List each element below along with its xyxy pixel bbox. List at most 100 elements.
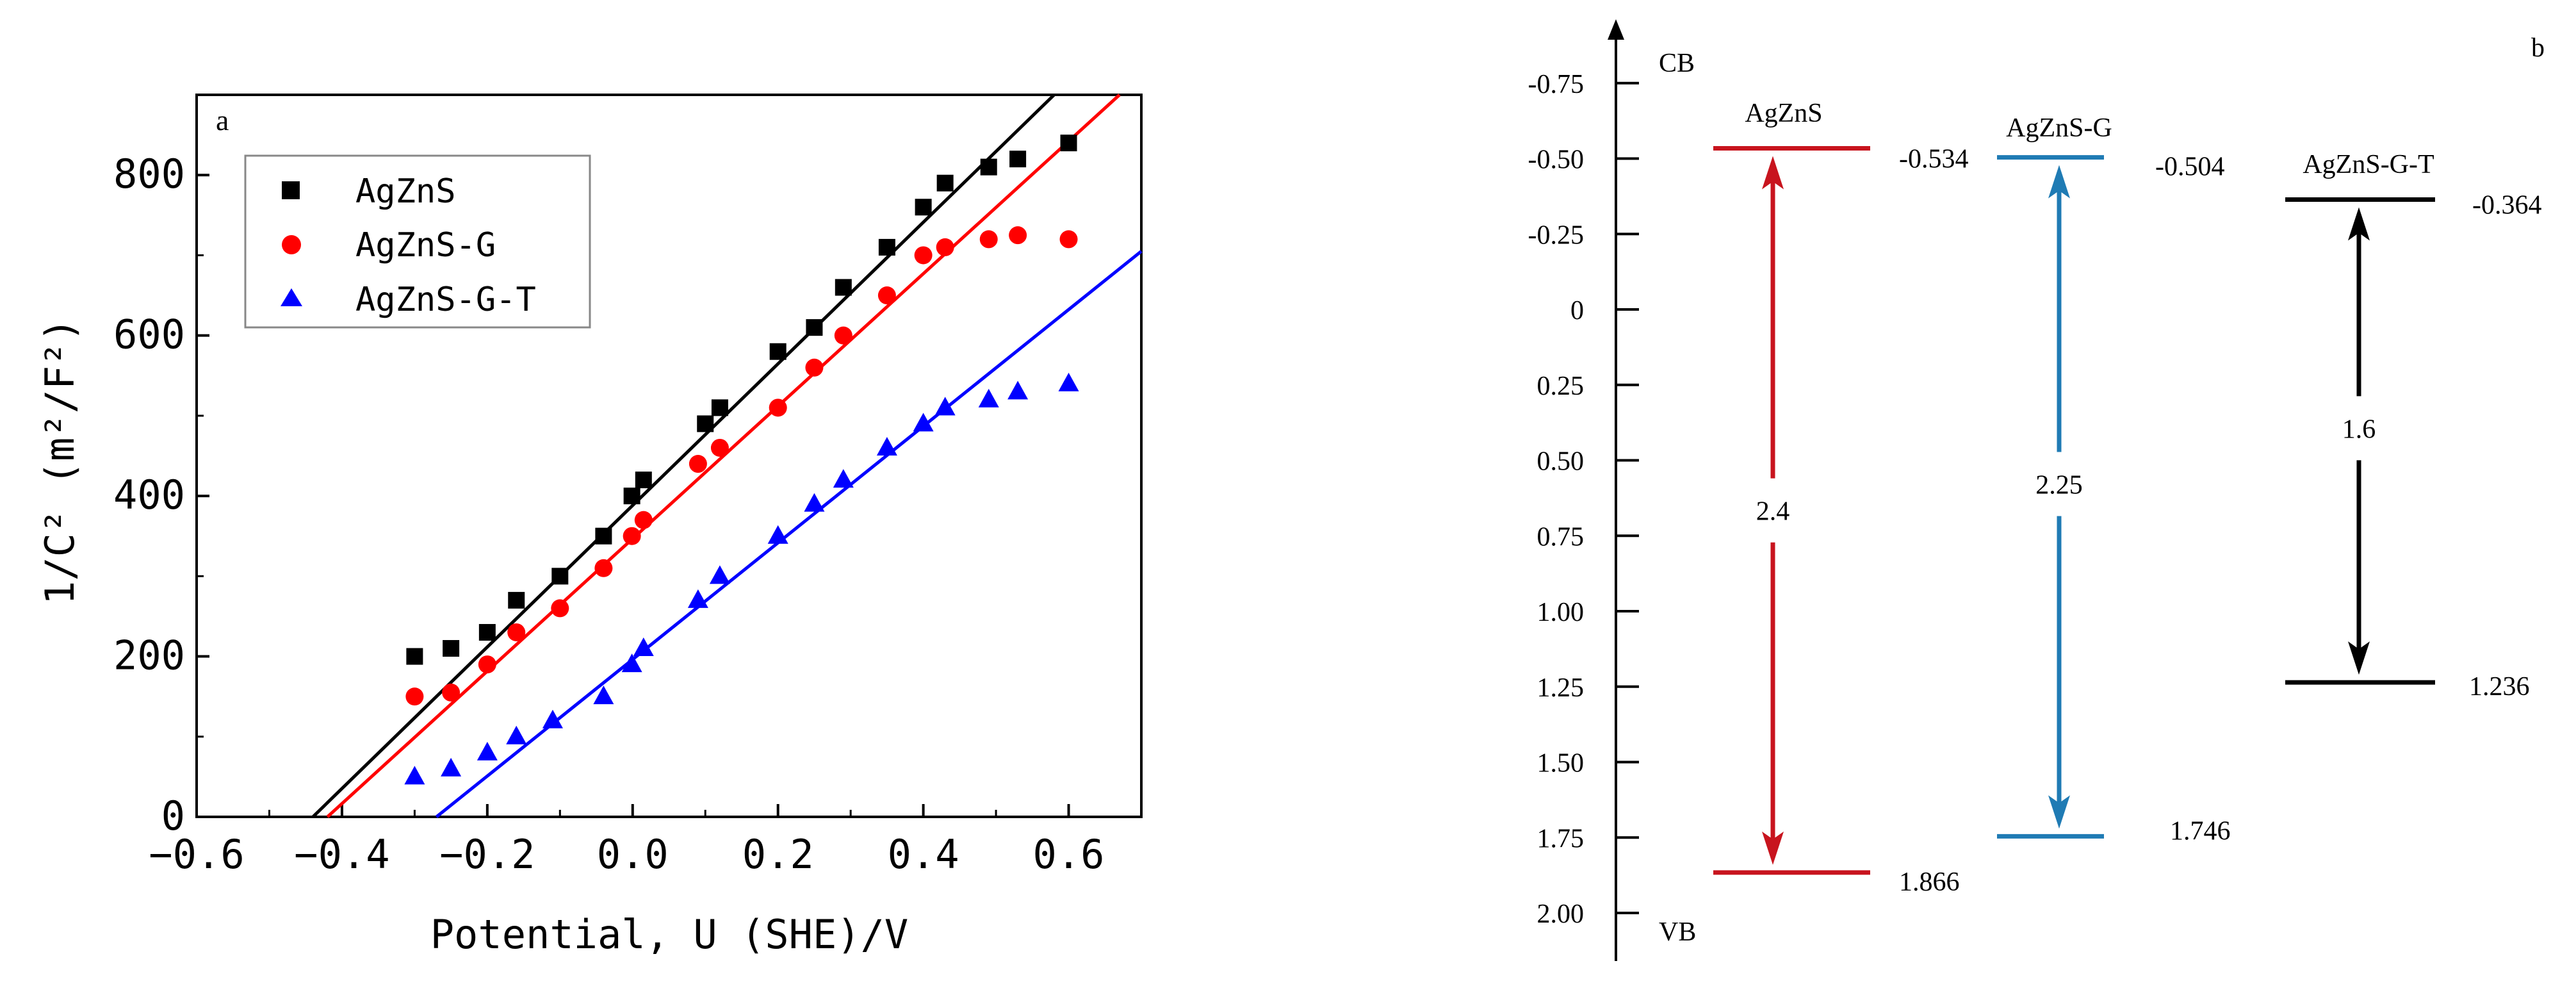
energy-tick-label: 0.75 bbox=[1537, 522, 1585, 552]
x-tick-label: −0.4 bbox=[294, 831, 389, 878]
gap-arrowhead-up-agzns-g bbox=[2048, 165, 2070, 199]
y-tick-label: 800 bbox=[113, 151, 185, 197]
vb-value-agzns: 1.866 bbox=[1899, 867, 1960, 897]
material-name-agzns-g: AgZnS-G bbox=[2006, 113, 2112, 143]
panel-b-label: b bbox=[2531, 33, 2545, 63]
data-point-agzns bbox=[551, 568, 569, 585]
panel-a-x-axis-title: Potential, U (SHE)/V bbox=[430, 911, 909, 958]
energy-tick-label: 1.75 bbox=[1537, 824, 1585, 853]
data-point-agzns-g bbox=[805, 358, 824, 377]
data-point-agzns bbox=[478, 623, 496, 641]
data-point-agzns bbox=[623, 488, 640, 505]
data-point-agzns-g-t bbox=[1007, 381, 1029, 400]
y-tick-label: 200 bbox=[113, 632, 185, 679]
panel-b-axis-arrowhead bbox=[1608, 19, 1624, 40]
data-point-agzns-g-t bbox=[876, 436, 897, 456]
band-gap-label-agzns: 2.4 bbox=[1756, 497, 1790, 527]
x-tick-label: 0.0 bbox=[597, 831, 669, 878]
panel-b-band-diagram: CB VB b -0.75 -0.50 -0.25 0 0.25 0.50 0.75 1.00… bbox=[1528, 19, 2545, 961]
cb-value-agzns-g: -0.504 bbox=[2155, 152, 2225, 182]
energy-tick-label: 0.25 bbox=[1537, 372, 1585, 401]
data-point-agzns-g-t bbox=[633, 637, 654, 657]
data-point-agzns-g-t bbox=[542, 709, 563, 728]
x-tick-label: −0.6 bbox=[149, 831, 244, 878]
data-point-agzns-g bbox=[834, 326, 852, 345]
data-point-agzns-g bbox=[769, 399, 787, 417]
energy-tick-label: -0.50 bbox=[1528, 145, 1585, 175]
data-point-agzns-g-t bbox=[404, 766, 425, 785]
legend-marker-agzns bbox=[282, 181, 300, 199]
panel-a-axis-ticks: −0.6 −0.4 −0.2 0.0 0.2 0.4 0.6 0 200 400 600 800 bbox=[113, 151, 1105, 878]
y-tick-label: 600 bbox=[113, 311, 185, 358]
legend-box bbox=[244, 154, 591, 329]
data-point-agzns-g-t bbox=[687, 589, 708, 608]
fit-line-agzns-g-t bbox=[435, 250, 1143, 818]
data-point-agzns-g bbox=[979, 230, 998, 249]
panel-b-axis-ticks: -0.75 -0.50 -0.25 0 0.25 0.50 0.75 1.00 1.25 1.50… bbox=[1528, 70, 1639, 929]
data-point-agzns bbox=[1009, 151, 1027, 168]
data-point-agzns bbox=[508, 591, 525, 609]
legend-marker-agzns-g bbox=[282, 235, 301, 254]
data-point-agzns bbox=[936, 174, 954, 192]
data-point-agzns-g bbox=[442, 683, 461, 702]
panel-a-y-axis-title: 1/C² (m²/F²) bbox=[37, 318, 83, 605]
x-tick-label: 0.6 bbox=[1033, 831, 1105, 878]
panel-a-data-points bbox=[404, 135, 1079, 785]
data-point-agzns-g bbox=[689, 455, 707, 473]
data-point-agzns-g-t bbox=[934, 397, 956, 416]
gap-arrowhead-down-agzns-g-t bbox=[2348, 641, 2370, 675]
data-point-agzns-g-t bbox=[913, 413, 934, 432]
data-point-agzns bbox=[595, 527, 612, 545]
cb-value-agzns: -0.534 bbox=[1899, 144, 1969, 174]
vb-value-agzns-g-t: 1.236 bbox=[2469, 672, 2530, 702]
panel-a-plot-frame bbox=[195, 94, 1143, 818]
data-point-agzns-g-t bbox=[506, 725, 527, 744]
y-tick-label: 400 bbox=[113, 472, 185, 518]
data-point-agzns-g-t bbox=[709, 565, 730, 584]
panel-b-cb-label: CB bbox=[1659, 49, 1695, 78]
panel-b-band-levels: AgZnS -0.534 1.866 2.4 AgZnS-G -0.504 1.746 2.2… bbox=[1713, 99, 2542, 897]
y-tick-label: 0 bbox=[161, 793, 185, 839]
data-point-agzns bbox=[915, 199, 932, 216]
data-point-agzns-g bbox=[634, 511, 653, 529]
gap-arrowhead-up-agzns bbox=[1762, 156, 1784, 190]
data-point-agzns bbox=[443, 640, 460, 657]
x-tick-label: −0.2 bbox=[439, 831, 535, 878]
data-point-agzns-g bbox=[507, 623, 526, 641]
energy-tick-label: -0.25 bbox=[1528, 220, 1585, 250]
data-point-agzns-g bbox=[551, 599, 569, 618]
data-point-agzns-g-t bbox=[593, 686, 614, 705]
data-point-agzns-g-t bbox=[978, 388, 999, 407]
data-point-agzns-g-t bbox=[441, 757, 462, 776]
data-point-agzns-g-t bbox=[833, 469, 854, 488]
material-name-agzns-g-t: AgZnS-G-T bbox=[2303, 150, 2434, 179]
energy-tick-label: 1.50 bbox=[1537, 749, 1585, 778]
band-gap-label-agzns-g-t: 1.6 bbox=[2342, 415, 2376, 444]
energy-tick-label: -0.75 bbox=[1528, 70, 1585, 99]
data-point-agzns-g bbox=[710, 438, 729, 457]
data-point-agzns-g-t bbox=[804, 493, 825, 512]
gap-arrowhead-up-agzns-g-t bbox=[2348, 207, 2370, 241]
data-point-agzns-g bbox=[623, 527, 641, 545]
data-point-agzns bbox=[769, 343, 787, 360]
data-point-agzns-g bbox=[1009, 226, 1027, 245]
panel-a-label: a bbox=[216, 104, 229, 136]
data-point-agzns-g bbox=[1059, 230, 1078, 249]
panel-a-legend: AgZnS AgZnS-G AgZnS-G-T bbox=[244, 154, 591, 329]
data-point-agzns bbox=[980, 158, 997, 176]
data-point-agzns bbox=[406, 648, 423, 665]
data-point-agzns bbox=[711, 399, 728, 416]
legend-marker-agzns-g-t bbox=[281, 288, 302, 306]
panel-a-mott-schottky-plot: a −0.6 −0.4 −0.2 0.0 0.2 0.4 0.60200400600800 … bbox=[37, 94, 1143, 958]
data-point-agzns bbox=[635, 472, 652, 489]
material-name-agzns: AgZnS bbox=[1745, 99, 1822, 128]
vb-value-agzns-g: 1.746 bbox=[2170, 816, 2231, 846]
data-point-agzns-g bbox=[914, 246, 933, 265]
energy-tick-label: 1.25 bbox=[1537, 673, 1585, 703]
cb-value-agzns-g-t: -0.364 bbox=[2472, 191, 2542, 220]
data-point-agzns-g-t bbox=[621, 653, 642, 673]
gap-arrowhead-down-agzns-g bbox=[2048, 795, 2070, 829]
data-point-agzns-g bbox=[405, 687, 424, 706]
energy-tick-label: 2.00 bbox=[1537, 900, 1585, 929]
